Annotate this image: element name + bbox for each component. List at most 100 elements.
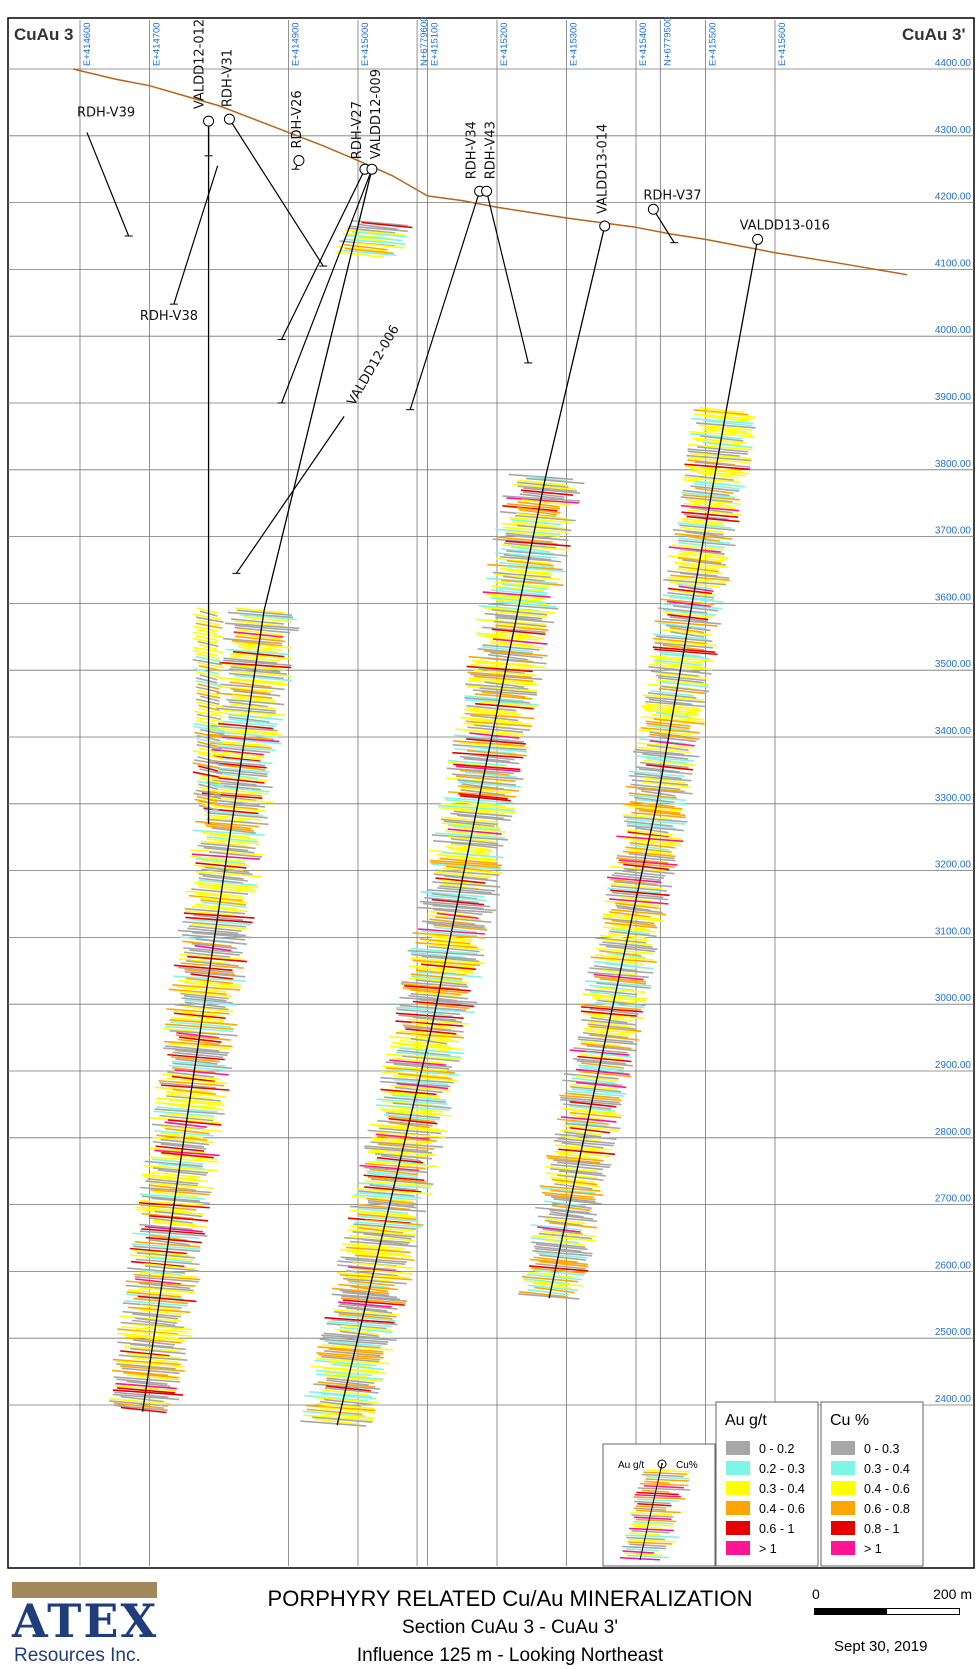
assay-tick <box>192 658 223 666</box>
assay-tick <box>139 1193 206 1200</box>
assay-tick <box>495 552 557 559</box>
assay-tick <box>231 696 276 704</box>
assay-tick <box>138 1282 191 1290</box>
assay-tick <box>453 808 505 816</box>
assay-tick <box>168 1064 226 1072</box>
assay-tick <box>615 904 651 912</box>
assay-tick <box>354 242 405 249</box>
assay-tick <box>457 779 517 786</box>
assay-tick <box>649 655 713 662</box>
assay-tick <box>494 610 548 618</box>
assay-tick <box>614 902 659 910</box>
assay-tick <box>319 1412 374 1420</box>
assay-tick <box>112 1358 181 1366</box>
assay-tick <box>197 756 218 763</box>
assay-tick <box>596 982 651 989</box>
assay-tick <box>194 652 219 660</box>
assay-tick <box>584 988 638 996</box>
assay-tick <box>482 591 551 598</box>
assay-tick <box>193 722 219 730</box>
assay-tick <box>605 945 656 953</box>
legend-class-label: > 1 <box>759 1542 777 1556</box>
assay-tick <box>491 628 546 636</box>
assay-tick <box>684 463 751 471</box>
assay-tick <box>471 659 534 667</box>
assay-tick <box>447 759 507 767</box>
inset-tick <box>628 1532 661 1536</box>
assay-tick <box>364 1166 429 1174</box>
assay-tick <box>130 1347 186 1355</box>
assay-tick <box>437 887 492 894</box>
assay-tick <box>152 1140 205 1148</box>
assay-tick <box>174 1003 229 1011</box>
assay-tick <box>445 798 501 806</box>
drill-hole-label: RDH-V34 <box>465 121 480 179</box>
assay-tick <box>533 1245 582 1253</box>
assay-tick <box>530 1258 588 1266</box>
assay-tick <box>161 1125 223 1133</box>
assay-tick <box>453 763 521 771</box>
assay-tick <box>616 854 676 862</box>
assay-tick <box>190 849 264 856</box>
inset-tick <box>644 1480 670 1485</box>
assay-tick <box>554 1144 611 1151</box>
assay-tick <box>316 1373 384 1381</box>
assay-tick <box>322 1367 387 1375</box>
assay-tick <box>378 1143 434 1150</box>
assay-tick <box>593 997 637 1005</box>
assay-tick <box>474 724 531 732</box>
assay-tick <box>200 728 225 736</box>
assay-tick <box>355 1188 433 1195</box>
assay-tick <box>502 583 548 590</box>
assay-tick <box>514 514 576 522</box>
assay-tick <box>549 1176 595 1184</box>
assay-tick <box>312 1416 373 1423</box>
assay-tick <box>672 528 724 536</box>
assay-tick <box>192 750 223 757</box>
assay-tick <box>569 1111 622 1119</box>
inset-collar-icon <box>657 1459 667 1469</box>
legend-class-label: 0.6 - 0.8 <box>864 1502 910 1516</box>
assay-tick <box>685 474 734 481</box>
assay-tick <box>569 1049 630 1056</box>
assay-tick <box>580 1010 637 1017</box>
assay-tick <box>417 967 475 974</box>
assay-tick <box>227 611 294 619</box>
legend-swatch <box>726 1501 750 1515</box>
assay-tick <box>228 672 285 680</box>
assay-tick <box>576 1060 633 1067</box>
assay-tick <box>689 452 751 460</box>
assay-tick <box>402 986 469 994</box>
assay-tick <box>625 846 672 853</box>
assay-tick <box>634 748 685 756</box>
drill-hole-trace <box>652 208 675 243</box>
assay-tick <box>345 1258 406 1265</box>
assay-tick <box>569 1126 611 1134</box>
assay-tick <box>197 661 224 669</box>
assay-tick <box>331 1363 384 1371</box>
assay-tick <box>474 710 517 718</box>
assay-tick <box>583 1012 645 1020</box>
assay-tick <box>237 644 282 651</box>
inset-tick <box>645 1478 689 1482</box>
inset-tick <box>633 1507 667 1512</box>
assay-tick <box>150 1188 210 1196</box>
assay-tick <box>466 665 533 673</box>
assay-tick <box>190 973 234 980</box>
assay-tick <box>690 507 733 514</box>
assay-tick <box>616 906 663 914</box>
assay-tick <box>195 677 218 684</box>
assay-tick <box>234 607 285 614</box>
assay-tick <box>357 223 398 231</box>
assay-tick <box>655 635 713 643</box>
assay-tick <box>331 1293 400 1301</box>
assay-tick <box>572 1057 626 1065</box>
assay-tick <box>460 787 510 794</box>
assay-tick <box>569 1101 617 1108</box>
assay-tick <box>626 818 686 825</box>
assay-tick <box>139 1230 208 1237</box>
assay-tick <box>222 659 292 667</box>
assay-tick <box>419 938 471 945</box>
assay-tick <box>562 1107 616 1115</box>
assay-tick <box>396 1069 460 1076</box>
